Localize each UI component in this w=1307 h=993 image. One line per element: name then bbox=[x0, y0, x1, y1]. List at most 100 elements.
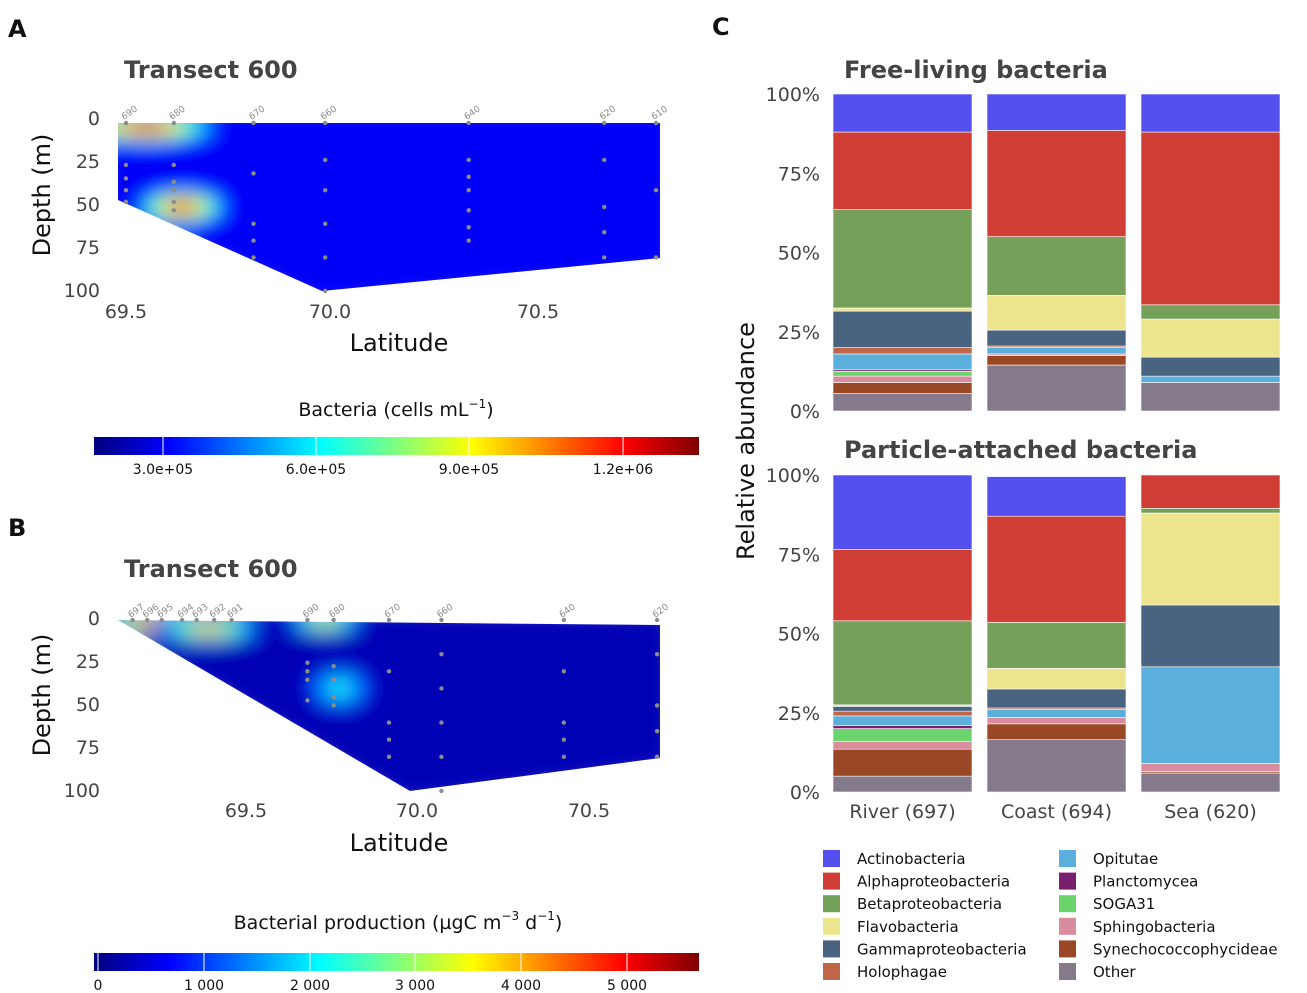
bar-segment-sphingobacteria bbox=[1140, 763, 1281, 772]
percent-tick-label: 0% bbox=[790, 401, 820, 423]
legend-label: Gammaproteobacteria bbox=[857, 940, 1027, 958]
sample-point bbox=[130, 617, 135, 623]
panel-letter-a: A bbox=[8, 15, 27, 43]
panel-a-colorbar-tick: 3.0e+05 bbox=[133, 462, 193, 478]
sample-point bbox=[323, 120, 328, 126]
sample-point bbox=[466, 224, 471, 230]
bar-segment-gammaproteobacteria bbox=[1140, 604, 1281, 668]
sample-point bbox=[323, 221, 328, 226]
panel-a-x-axis: 69.5 70.0 70.5 Latitude bbox=[105, 301, 559, 357]
bar-segment-sphingobacteria bbox=[986, 717, 1127, 725]
percent-tick-label: 100% bbox=[766, 465, 820, 487]
legend-item: Other bbox=[1059, 963, 1136, 981]
sample-point bbox=[466, 157, 471, 163]
sample-point bbox=[331, 677, 336, 683]
panel-b-colorbar-tick: 5 000 bbox=[607, 978, 647, 993]
station-label: 640 bbox=[463, 104, 483, 122]
bar-segment-synechococcophycideae bbox=[986, 355, 1127, 366]
legend-item: Betaproteobacteria bbox=[823, 895, 1002, 913]
sample-point bbox=[123, 188, 129, 193]
sample-point bbox=[194, 617, 199, 623]
bar-segment-synechococcophycideae bbox=[832, 748, 973, 777]
sample-point bbox=[171, 179, 176, 184]
sample-point bbox=[561, 737, 567, 742]
sample-point bbox=[229, 617, 234, 623]
sample-point bbox=[123, 120, 129, 126]
sample-point bbox=[466, 174, 471, 179]
contour-hotspot bbox=[200, 626, 217, 631]
panel-b-x-label: Latitude bbox=[350, 829, 449, 857]
bar-segment-flavobacteria bbox=[986, 294, 1127, 331]
sample-point bbox=[439, 788, 444, 794]
bar-segment-alphaproteobacteria bbox=[832, 131, 973, 211]
panel-a-colorbar-label: Bacteria (cells mL−1) bbox=[298, 397, 493, 421]
station-label: 620 bbox=[598, 104, 618, 122]
legend-swatch bbox=[1059, 963, 1076, 980]
legend-swatch bbox=[1059, 940, 1076, 958]
sample-point bbox=[602, 157, 607, 163]
bar-segment-opitutae bbox=[1140, 375, 1281, 383]
bar-segment-other bbox=[1140, 382, 1281, 412]
legend-swatch bbox=[1059, 872, 1076, 890]
station-label: 692 bbox=[208, 602, 228, 620]
sample-point bbox=[439, 617, 444, 623]
sample-point bbox=[561, 754, 567, 759]
bar-segment-soga31 bbox=[832, 728, 973, 742]
sample-point bbox=[654, 617, 660, 623]
category-label: River (697) bbox=[849, 801, 955, 823]
bar-segment-betaproteobacteria bbox=[986, 236, 1127, 296]
sample-point bbox=[323, 288, 328, 294]
panel-b-colorbar-tick: 1 000 bbox=[184, 978, 224, 993]
bar-segment-holophagae bbox=[832, 347, 973, 355]
sample-point bbox=[653, 255, 659, 260]
sample-point bbox=[305, 617, 310, 623]
sample-point bbox=[654, 728, 660, 734]
sample-point bbox=[159, 617, 164, 623]
sample-point bbox=[331, 703, 336, 708]
sample-point bbox=[305, 669, 310, 674]
sample-point bbox=[602, 230, 607, 235]
legend-label: SOGA31 bbox=[1093, 895, 1155, 913]
bar-segment-other bbox=[986, 364, 1127, 412]
panel-b-colorbar-tick: 3 000 bbox=[395, 978, 435, 993]
sample-point bbox=[653, 188, 659, 193]
bar-segment-sphingobacteria bbox=[832, 740, 973, 750]
sample-point bbox=[561, 617, 567, 623]
bar-segment-flavobacteria bbox=[1140, 318, 1281, 358]
sample-point bbox=[305, 698, 310, 703]
sample-point bbox=[466, 120, 471, 126]
station-label: 640 bbox=[558, 602, 578, 620]
panel-b-title: Transect 600 bbox=[124, 555, 298, 583]
sample-point bbox=[123, 199, 129, 205]
panel-b-ytick: 50 bbox=[76, 694, 100, 716]
legend-label: Sphingobacteria bbox=[1093, 918, 1216, 936]
taxa-legend: Actinobacteria Alphaproteobacteria Betapro… bbox=[823, 850, 1278, 981]
station-label: 690 bbox=[120, 104, 140, 122]
sample-point bbox=[251, 221, 256, 226]
bar-segment-alphaproteobacteria bbox=[832, 549, 973, 622]
panel-b-colorbar-label: Bacterial production (µgC m−3 d−1) bbox=[234, 909, 563, 934]
panel-a-ytick: 25 bbox=[76, 151, 100, 173]
bar-segment-opitutae bbox=[832, 715, 973, 726]
legend-swatch bbox=[823, 850, 840, 867]
bar-segment-betaproteobacteria bbox=[986, 622, 1127, 669]
panel-b-xtick: 70.0 bbox=[396, 800, 438, 822]
sample-point bbox=[323, 255, 328, 260]
legend-label: Betaproteobacteria bbox=[857, 895, 1002, 913]
bar-segment-betaproteobacteria bbox=[832, 620, 973, 706]
panel-b-ytick: 0 bbox=[88, 608, 100, 630]
legend-label: Actinobacteria bbox=[857, 850, 966, 868]
panel-a-ytick: 50 bbox=[76, 194, 100, 216]
bar-segment-flavobacteria bbox=[1140, 512, 1281, 606]
sample-point bbox=[386, 754, 392, 759]
bar-segment-actinobacteria bbox=[832, 474, 973, 550]
bar-segment-alphaproteobacteria bbox=[986, 515, 1127, 623]
sample-point bbox=[331, 694, 336, 700]
category-label: Coast (694) bbox=[1001, 801, 1112, 823]
bar-segment-opitutae bbox=[986, 709, 1127, 718]
sample-point bbox=[331, 663, 336, 669]
percent-tick-label: 100% bbox=[766, 84, 820, 106]
bar-segment-gammaproteobacteria bbox=[832, 310, 973, 348]
sample-point bbox=[602, 120, 607, 126]
particle-attached-chart: Particle-attached bacteria 0% 25% 50% 75% 100… bbox=[766, 436, 1281, 823]
